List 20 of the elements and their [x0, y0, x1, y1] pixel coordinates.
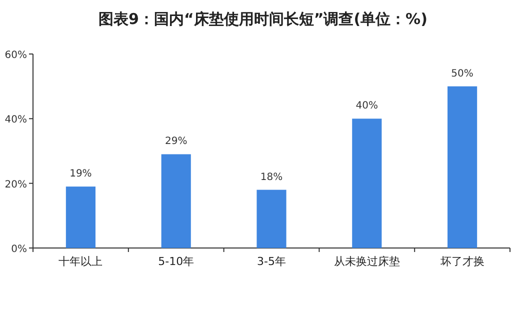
data-label: 40% — [356, 100, 378, 112]
bar — [66, 186, 96, 248]
bar — [256, 190, 286, 248]
x-tick-label: 从未换过床垫 — [334, 255, 400, 268]
y-tick-label: 0% — [11, 244, 27, 255]
bar — [448, 86, 478, 248]
x-tick-label: 坏了才换 — [439, 255, 484, 268]
y-tick-label: 20% — [4, 179, 27, 190]
data-label: 50% — [451, 68, 474, 80]
chart-title: 图表9：国内“床垫使用时间长短”调查(单位：%) — [98, 10, 428, 28]
data-label: 29% — [164, 136, 188, 148]
y-tick-label: 60% — [4, 50, 27, 61]
bar — [352, 118, 382, 248]
x-tick-label: 5-10年 — [158, 255, 194, 268]
x-tick-label: 十年以上 — [58, 255, 103, 268]
x-tick-label: 3-5年 — [257, 255, 286, 268]
data-label: 18% — [260, 172, 283, 183]
data-label: 19% — [70, 168, 92, 180]
y-tick-label: 40% — [4, 114, 27, 126]
bar — [161, 154, 191, 248]
